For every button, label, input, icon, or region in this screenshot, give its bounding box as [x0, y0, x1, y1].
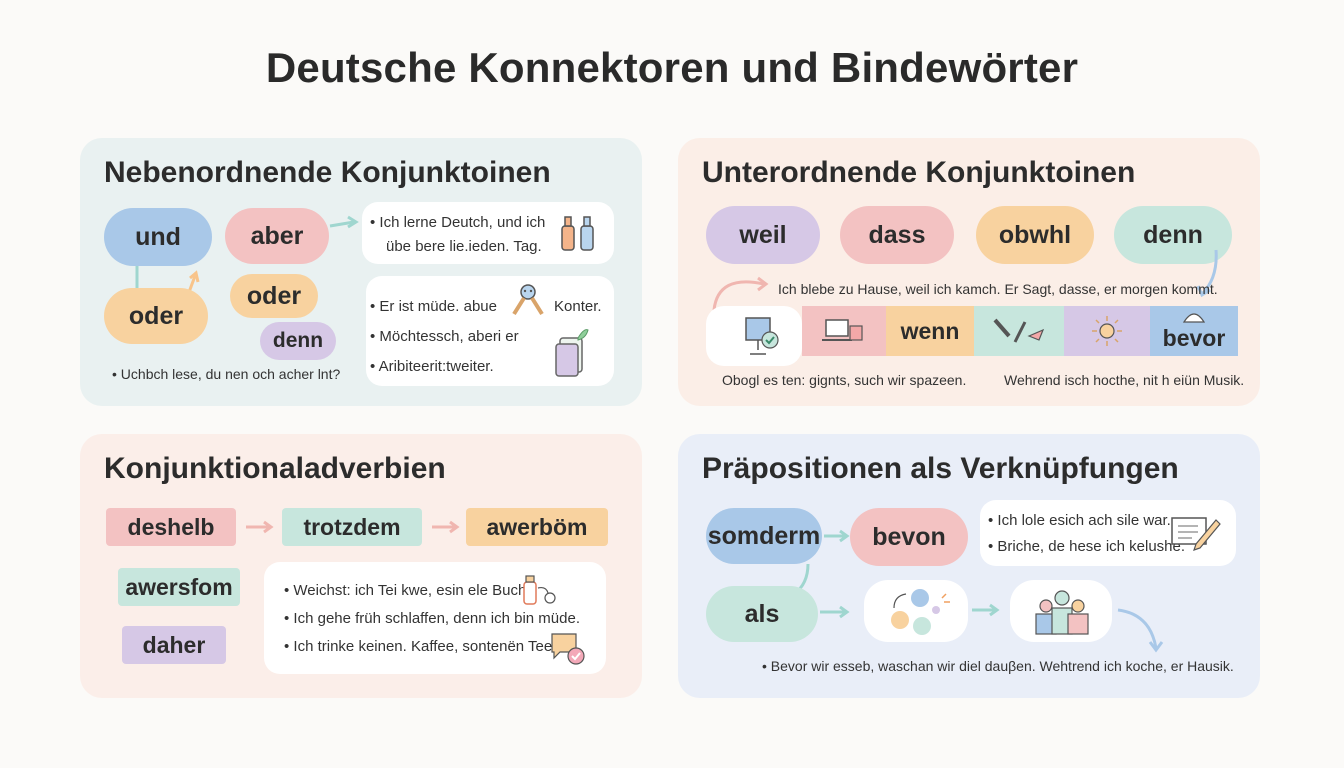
- conjunction-pill-aber: aber: [225, 208, 329, 264]
- conjunction-pill-dass: dass: [840, 206, 954, 264]
- panel-prepositions: Präpositionen als Verknüpfungen somderm …: [678, 434, 1260, 698]
- example-line: • Ich lole esich ach sile war.: [988, 512, 1171, 529]
- conjunction-pill-oder: oder: [104, 288, 208, 344]
- people-network-icon: [512, 284, 544, 316]
- example-card: • Weichst: ich Tei kwe, esin ele Buch. •…: [264, 562, 606, 674]
- example-line: Konter.: [554, 298, 602, 315]
- sun-icon: [1092, 316, 1122, 346]
- connector-arrows: [712, 249, 1218, 311]
- panel-subordinating-conjunctions: Unterordnende Konjunktoinen weil dass ob…: [678, 138, 1260, 406]
- panel-conjunctional-adverbs: Konjunktionaladverbien deshelb trotzdem …: [80, 434, 642, 698]
- monitor-check-icon: [745, 317, 779, 355]
- adverb-tag-deshelb: deshelb: [106, 508, 236, 546]
- example-line: • Briche, de hese ich kelushe.: [988, 538, 1186, 555]
- example-line: • Ich lerne Deutch, und ich: [370, 214, 546, 231]
- strip-word-bevor-label: bevor: [1162, 325, 1226, 351]
- circles-cycle-icon: [891, 589, 950, 635]
- example-line: übe bere lie.ieden. Tag.: [386, 238, 542, 255]
- chat-bubble-icon: [551, 633, 585, 665]
- example-sentence: Ich blebe zu Hause, weil ich kamch. Er S…: [778, 281, 1218, 297]
- bottles-icon: [561, 216, 594, 251]
- example-line: • Weichst: ich Tei kwe, esin ele Buch.: [284, 582, 531, 599]
- panel-title: Präpositionen als Verknüpfungen: [702, 452, 1179, 485]
- strip-cell-sun: [1064, 306, 1150, 356]
- panel-title: Nebenordnende Konjunktoinen: [104, 156, 551, 189]
- example-line: • Ich gehe früh schlaffen, denn ich bin …: [284, 610, 581, 627]
- conjunction-pill-oder-2: oder: [230, 274, 318, 318]
- circles-card: [864, 580, 968, 642]
- page-title: Deutsche Konnektoren und Bindewörter: [265, 44, 1079, 91]
- strip-word-wenn: wenn: [886, 306, 974, 356]
- preposition-pill-bevon: bevon: [850, 508, 968, 566]
- example-line: • Möchtessch, aberi er: [370, 328, 519, 345]
- bottle-icon: [523, 575, 556, 605]
- example-line: • Er ist müde. abue: [370, 298, 497, 315]
- panel-title: Unterordnende Konjunktoinen: [702, 156, 1136, 189]
- tools-icon: [993, 318, 1045, 343]
- example-card-1: • Ich lerne Deutch, und ich übe bere lie…: [362, 202, 614, 264]
- team-card: [1010, 580, 1112, 642]
- conjunction-pill-denn: denn: [1114, 206, 1232, 264]
- strip-cell-monitor: [706, 306, 802, 366]
- preposition-pill-somderm: somderm: [706, 508, 822, 564]
- panel-title: Konjunktionaladverbien: [104, 452, 446, 485]
- caption-left: Obogl es ten: gignts, such wir spazeen.: [722, 372, 967, 388]
- example-card: • Ich lole esich ach sile war. • Briche,…: [980, 500, 1236, 566]
- conjunction-pill-obwhl: obwhl: [976, 206, 1094, 264]
- example-card-2: • Er ist müde. abue Konter. • Möchtessch…: [366, 276, 614, 386]
- conjunction-pill-denn: denn: [260, 322, 336, 360]
- caption-right: Wehrend isch hocthe, nit h eiün Musik.: [1004, 372, 1245, 388]
- panel-coordinating-conjunctions: Nebenordnende Konjunktoinen und aber ode…: [80, 138, 642, 406]
- strip-cell-tools: [974, 306, 1064, 356]
- adverb-tag-daher: daher: [122, 626, 226, 664]
- laptop-icon: [822, 319, 863, 341]
- footnote: • Bevor wir esseb, waschan wir diel dauβ…: [762, 658, 1234, 674]
- conjunction-pill-weil: weil: [706, 206, 820, 264]
- adverb-tag-awersfom: awersfom: [118, 568, 240, 606]
- strip-word-bevor: bevor: [1150, 306, 1238, 356]
- hat-icon: [1182, 313, 1206, 323]
- notepad-pencil-icon: [1171, 517, 1221, 551]
- connector-arrows: [246, 520, 460, 534]
- preposition-pill-als: als: [706, 586, 818, 642]
- adverb-tag-awerboem: awerböm: [466, 508, 608, 546]
- strip-cell-laptop: [802, 306, 886, 356]
- document-leaf-icon: [555, 329, 589, 377]
- conjunction-pill-und: und: [104, 208, 212, 266]
- example-line: • Aribiteerit:tweiter.: [370, 358, 494, 375]
- connector-arrows: [793, 529, 1164, 653]
- team-icon: [1035, 590, 1089, 635]
- adverb-tag-trotzdem: trotzdem: [282, 508, 422, 546]
- footnote: • Uchbch lese, du nen och acher lnt?: [112, 366, 341, 382]
- example-line: • Ich trinke keinen. Kaffee, sontenën Te…: [284, 638, 557, 655]
